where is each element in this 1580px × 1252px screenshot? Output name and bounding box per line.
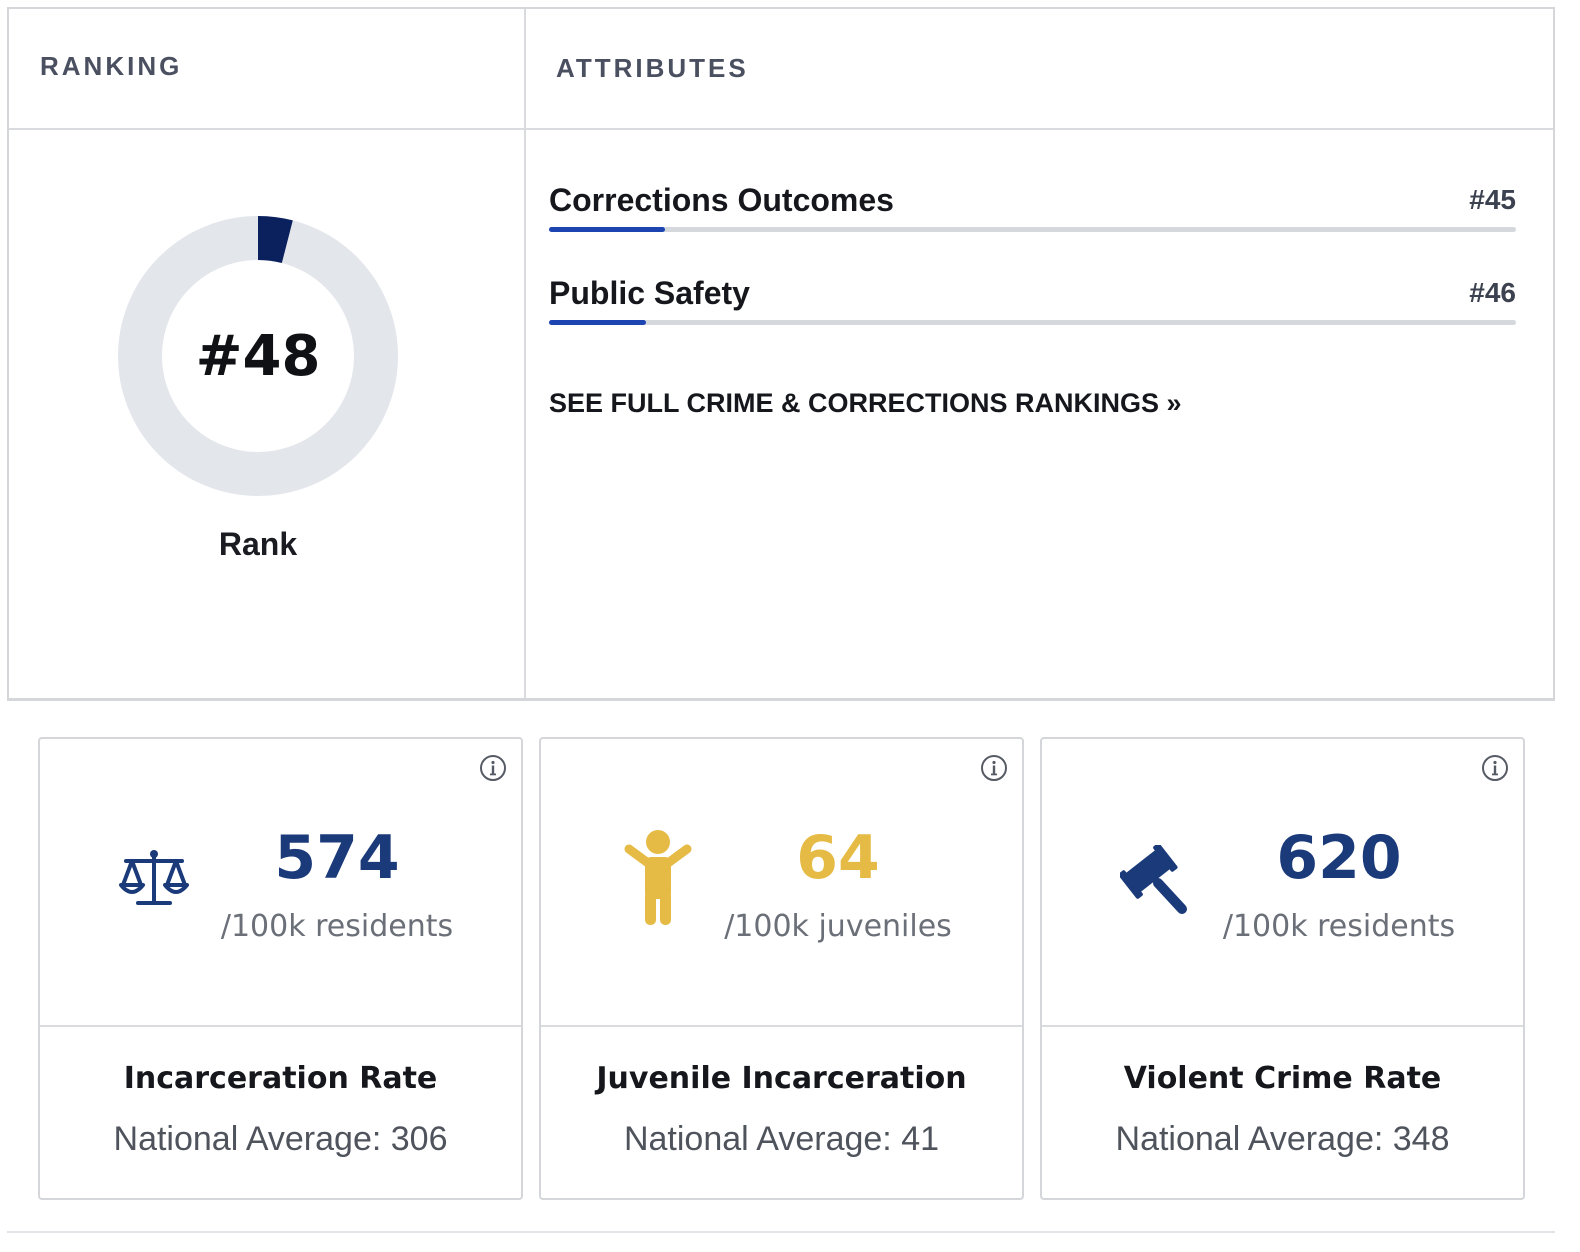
- info-icon[interactable]: [479, 754, 507, 782]
- card-divider: [40, 1025, 521, 1027]
- footer-divider: [7, 1231, 1555, 1233]
- donut-fill: [118, 216, 398, 496]
- ranking-panel: [7, 7, 1555, 701]
- metric-value: 64: [796, 823, 880, 893]
- metric-title: Violent Crime Rate: [1123, 1061, 1442, 1096]
- card-divider: [541, 1025, 1022, 1027]
- scales-icon: [119, 850, 189, 905]
- see-full-rankings-link[interactable]: SEE FULL CRIME & CORRECTIONS RANKINGS »: [549, 388, 1182, 418]
- column-divider: [524, 9, 526, 698]
- ranking-heading: RANKING: [40, 51, 183, 81]
- metric-title: Juvenile Incarceration: [596, 1061, 967, 1096]
- metric-unit: /100k juveniles: [724, 909, 952, 944]
- attribute-progress-fill: [549, 320, 646, 325]
- metric-unit: /100k residents: [220, 909, 454, 944]
- national-average: National Average: 348: [1115, 1120, 1450, 1158]
- attributes-heading: ATTRIBUTES: [556, 53, 749, 83]
- attribute-rank: #46: [1469, 277, 1516, 308]
- rank-donut-chart: [118, 216, 398, 496]
- card-divider: [1042, 1025, 1523, 1027]
- info-icon[interactable]: [980, 754, 1008, 782]
- attribute-progress-track: [549, 320, 1516, 325]
- attribute-progress-track: [549, 227, 1516, 232]
- metric-card-violent-crime-rate: 620 /100k residents Violent Crime Rate N…: [1040, 737, 1525, 1200]
- metric-card-incarceration-rate: 574 /100k residents Incarceration Rate N…: [38, 737, 523, 1200]
- rank-caption: Rank: [218, 526, 298, 562]
- attribute-rank: #45: [1469, 184, 1516, 215]
- national-average: National Average: 306: [113, 1120, 448, 1158]
- metric-value: 620: [1276, 823, 1402, 893]
- attribute-public-safety: Public Safety #46: [549, 275, 1516, 335]
- metric-value: 574: [274, 823, 400, 893]
- child-icon: [624, 830, 692, 925]
- national-average: National Average: 41: [623, 1120, 940, 1158]
- metric-title: Incarceration Rate: [123, 1061, 438, 1096]
- metric-unit: /100k residents: [1222, 909, 1456, 944]
- attribute-progress-fill: [549, 227, 666, 232]
- attribute-name: Corrections Outcomes: [549, 182, 894, 218]
- attribute-corrections-outcomes: Corrections Outcomes #45: [549, 182, 1516, 242]
- attribute-name: Public Safety: [549, 275, 750, 311]
- info-icon[interactable]: [1481, 754, 1509, 782]
- header-divider: [9, 128, 1553, 130]
- metric-card-juvenile-incarceration: 64 /100k juveniles Juvenile Incarceratio…: [539, 737, 1024, 1200]
- rank-value: #48: [195, 323, 321, 389]
- gavel-icon: [1120, 845, 1187, 914]
